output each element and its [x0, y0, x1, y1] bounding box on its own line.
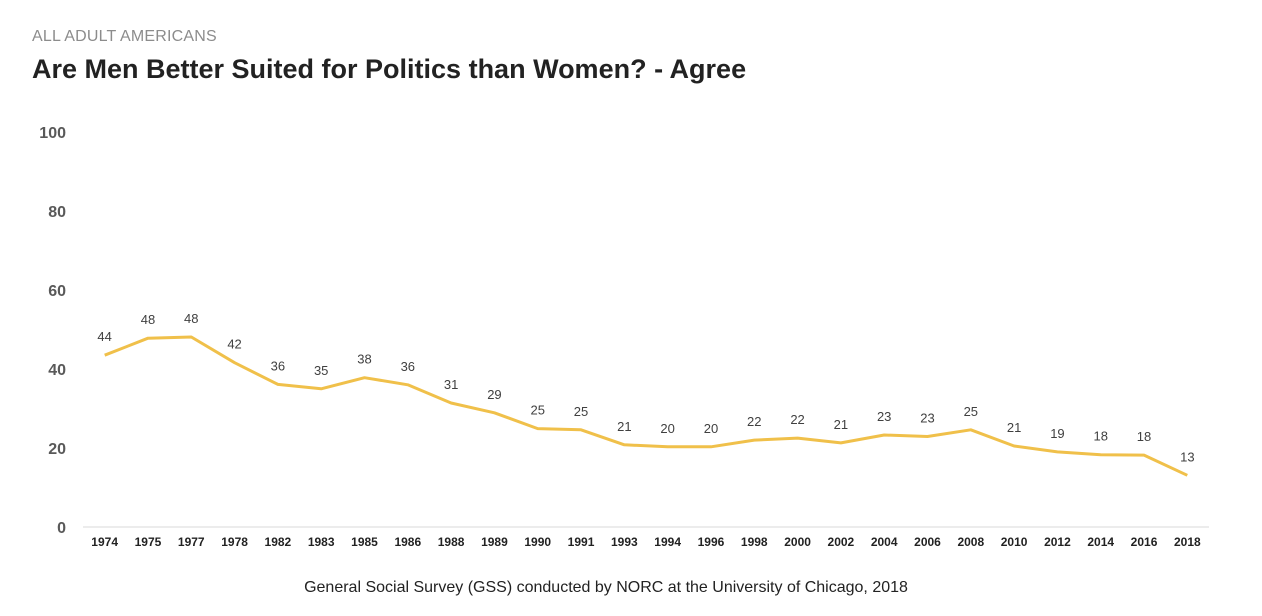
data-label: 18 [1137, 429, 1151, 444]
source-note: General Social Survey (GSS) conducted by… [304, 579, 908, 596]
data-label: 18 [1093, 429, 1107, 444]
x-tick-label: 1983 [308, 535, 335, 549]
data-label: 36 [401, 359, 415, 374]
x-tick-label: 1998 [741, 535, 768, 549]
x-tick-label: 1982 [265, 535, 292, 549]
data-label: 29 [487, 387, 501, 402]
x-tick-label: 2008 [957, 535, 984, 549]
y-axis: 0 20 40 60 80 100 [39, 125, 66, 537]
data-label: 38 [357, 352, 371, 367]
data-label: 23 [920, 411, 934, 426]
x-tick-label: 2006 [914, 535, 941, 549]
data-label: 25 [574, 404, 588, 419]
data-label: 19 [1050, 426, 1064, 441]
data-label: 25 [964, 404, 978, 419]
data-label: 48 [141, 312, 155, 327]
x-tick-label: 1991 [568, 535, 595, 549]
data-label: 21 [834, 417, 848, 432]
x-tick-label: 2014 [1087, 535, 1114, 549]
y-tick-label: 40 [48, 362, 66, 379]
x-tick-label: 1989 [481, 535, 508, 549]
x-axis: 1974 1975 1977 1978 1982 1983 1985 1986 1988 1989… [91, 535, 1201, 549]
data-labels: 44 48 48 42 36 35 38 36 31 29 25 25 21 20 20 22 22 21 23 23… [97, 311, 1194, 464]
data-label: 22 [747, 414, 761, 429]
data-label: 20 [704, 421, 718, 436]
x-tick-label: 1974 [91, 535, 118, 549]
x-tick-label: 1985 [351, 535, 378, 549]
data-label: 31 [444, 377, 458, 392]
data-label: 20 [660, 421, 674, 436]
x-tick-label: 1977 [178, 535, 205, 549]
chart-title: Are Men Better Suited for Politics than … [32, 54, 747, 84]
data-label: 36 [271, 358, 285, 373]
data-label: 13 [1180, 449, 1194, 464]
x-tick-label: 2018 [1174, 535, 1201, 549]
x-tick-label: 1978 [221, 535, 248, 549]
x-tick-label: 1996 [698, 535, 725, 549]
chart-subtitle: ALL ADULT AMERICANS [32, 28, 217, 45]
data-label: 35 [314, 363, 328, 378]
data-label: 21 [617, 419, 631, 434]
x-tick-label: 2000 [784, 535, 811, 549]
y-tick-label: 100 [39, 125, 66, 142]
data-label: 44 [97, 329, 111, 344]
x-tick-label: 2004 [871, 535, 898, 549]
data-label: 21 [1007, 420, 1021, 435]
data-label: 42 [227, 337, 241, 352]
x-tick-label: 2010 [1001, 535, 1028, 549]
x-tick-label: 2002 [828, 535, 855, 549]
x-tick-label: 1975 [135, 535, 162, 549]
data-label: 23 [877, 409, 891, 424]
data-label: 25 [530, 403, 544, 418]
y-tick-label: 20 [48, 441, 66, 458]
y-tick-label: 0 [57, 520, 66, 537]
x-tick-label: 2012 [1044, 535, 1071, 549]
x-tick-label: 1986 [394, 535, 421, 549]
x-tick-label: 1990 [524, 535, 551, 549]
data-label: 48 [184, 311, 198, 326]
x-tick-label: 1988 [438, 535, 465, 549]
x-tick-label: 2016 [1131, 535, 1158, 549]
y-tick-label: 80 [48, 204, 66, 221]
x-tick-label: 1994 [654, 535, 681, 549]
data-label: 22 [790, 412, 804, 427]
series-line [104, 335, 1188, 477]
y-tick-label: 60 [48, 283, 66, 300]
x-tick-label: 1993 [611, 535, 638, 549]
